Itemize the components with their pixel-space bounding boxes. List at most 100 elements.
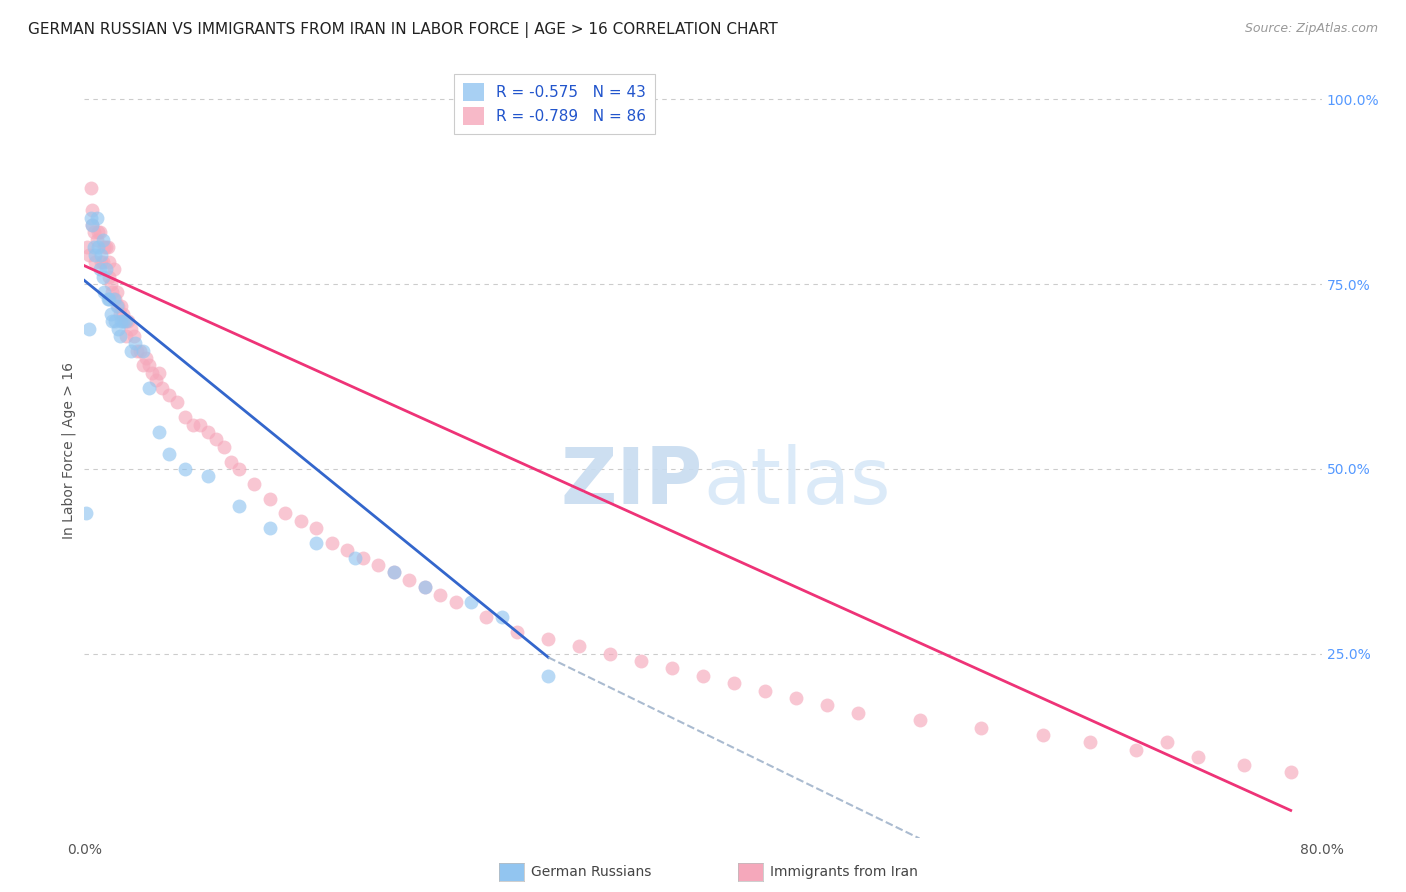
Point	[83, 240, 105, 254]
Point	[352, 550, 374, 565]
Point	[93, 240, 115, 254]
Point	[91, 233, 114, 247]
Point	[124, 336, 146, 351]
Point	[96, 292, 118, 306]
Legend: R = -0.575   N = 43, R = -0.789   N = 86: R = -0.575 N = 43, R = -0.789 N = 86	[454, 74, 655, 134]
Point	[105, 299, 128, 313]
Point	[94, 240, 117, 254]
Point	[104, 314, 127, 328]
Text: GERMAN RUSSIAN VS IMMIGRANTS FROM IRAN IN LABOR FORCE | AGE > 16 CORRELATION CHA: GERMAN RUSSIAN VS IMMIGRANTS FROM IRAN I…	[28, 22, 778, 38]
Point	[101, 314, 124, 328]
Point	[219, 454, 242, 468]
Point	[84, 247, 107, 261]
Point	[100, 307, 122, 321]
Text: Source: ZipAtlas.com: Source: ZipAtlas.com	[1244, 22, 1378, 36]
Point	[129, 343, 152, 358]
Point	[115, 314, 138, 328]
Point	[98, 269, 121, 284]
Point	[82, 203, 104, 218]
Point	[1078, 735, 1101, 749]
Point	[382, 566, 405, 580]
Point	[413, 580, 436, 594]
Point	[970, 721, 993, 735]
Point	[148, 366, 170, 380]
Point	[537, 669, 560, 683]
Point	[212, 440, 235, 454]
Point	[103, 262, 125, 277]
Point	[630, 654, 652, 668]
Point	[77, 321, 100, 335]
Point	[343, 550, 366, 565]
Point	[132, 359, 155, 373]
Point	[87, 226, 110, 240]
Point	[82, 218, 104, 232]
Point	[87, 240, 110, 254]
Point	[243, 476, 266, 491]
Point	[117, 314, 139, 328]
Point	[754, 683, 776, 698]
Point	[188, 417, 211, 432]
Point	[491, 609, 513, 624]
Point	[90, 247, 112, 261]
Point	[723, 676, 745, 690]
Point	[84, 255, 107, 269]
Point	[1156, 735, 1178, 749]
Point	[98, 255, 121, 269]
Point	[159, 447, 180, 461]
Point	[120, 343, 142, 358]
Point	[228, 499, 250, 513]
Point	[197, 469, 219, 483]
Point	[429, 588, 451, 602]
Point	[174, 462, 197, 476]
Point	[96, 240, 118, 254]
Point	[94, 262, 117, 277]
Point	[93, 285, 115, 299]
Y-axis label: In Labor Force | Age > 16: In Labor Force | Age > 16	[62, 362, 76, 539]
Point	[108, 307, 131, 321]
Point	[120, 321, 142, 335]
Point	[125, 343, 148, 358]
Point	[98, 292, 121, 306]
Point	[79, 211, 101, 225]
Point	[1032, 728, 1054, 742]
Point	[86, 233, 108, 247]
Point	[174, 410, 197, 425]
Point	[75, 506, 97, 520]
Point	[132, 343, 155, 358]
Point	[105, 285, 128, 299]
Point	[138, 359, 160, 373]
Point	[82, 218, 104, 232]
Point	[76, 240, 98, 254]
Point	[846, 706, 869, 720]
Point	[568, 640, 591, 654]
Point	[181, 417, 204, 432]
Point	[90, 255, 112, 269]
Point	[398, 573, 420, 587]
Point	[785, 691, 807, 706]
Point	[336, 543, 359, 558]
Text: Immigrants from Iran: Immigrants from Iran	[770, 865, 918, 880]
Point	[599, 647, 621, 661]
Point	[305, 521, 328, 535]
Point	[145, 373, 167, 387]
Point	[86, 211, 108, 225]
Point	[138, 381, 160, 395]
Point	[259, 491, 281, 506]
Point	[107, 321, 129, 335]
Point	[367, 558, 389, 572]
Point	[908, 713, 931, 727]
Point	[290, 514, 312, 528]
Point	[110, 299, 132, 313]
Point	[460, 595, 482, 609]
Point	[1279, 764, 1302, 779]
Point	[506, 624, 529, 639]
Point	[107, 299, 129, 313]
Point	[101, 285, 124, 299]
Point	[115, 329, 138, 343]
Point	[815, 698, 838, 713]
Point	[110, 314, 132, 328]
Point	[537, 632, 560, 646]
Point	[692, 669, 714, 683]
Point	[475, 609, 498, 624]
Point	[166, 395, 188, 409]
